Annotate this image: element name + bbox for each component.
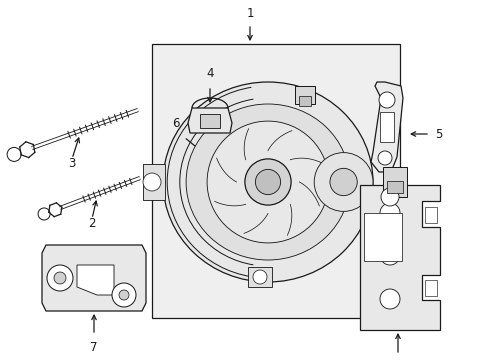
Circle shape <box>47 265 73 291</box>
Circle shape <box>252 270 266 284</box>
Ellipse shape <box>186 104 349 260</box>
Bar <box>424 280 436 296</box>
Text: 2: 2 <box>88 217 96 230</box>
Text: 1: 1 <box>246 7 253 20</box>
Bar <box>386 181 402 193</box>
Circle shape <box>112 283 136 307</box>
Circle shape <box>142 173 161 191</box>
Circle shape <box>380 188 398 206</box>
Bar <box>142 164 164 200</box>
Circle shape <box>255 170 280 195</box>
Text: 6: 6 <box>171 117 179 130</box>
Bar <box>382 167 406 197</box>
Circle shape <box>329 168 357 195</box>
Polygon shape <box>359 185 439 330</box>
Bar <box>379 112 393 142</box>
Circle shape <box>244 159 290 205</box>
Text: 5: 5 <box>434 127 442 140</box>
Bar <box>247 267 271 287</box>
Circle shape <box>379 289 399 309</box>
Polygon shape <box>42 245 146 311</box>
Bar <box>298 96 310 106</box>
Polygon shape <box>370 82 402 172</box>
Polygon shape <box>187 108 231 133</box>
Circle shape <box>314 153 372 211</box>
Circle shape <box>379 203 399 223</box>
Bar <box>294 86 314 104</box>
Text: 7: 7 <box>90 341 98 354</box>
Circle shape <box>378 92 394 108</box>
Circle shape <box>379 245 399 265</box>
Bar <box>200 114 220 128</box>
Bar <box>152 44 399 318</box>
Bar <box>424 207 436 223</box>
Polygon shape <box>77 265 114 295</box>
Text: 3: 3 <box>68 157 76 170</box>
Circle shape <box>119 290 129 300</box>
Text: 4: 4 <box>206 67 213 80</box>
Circle shape <box>54 272 66 284</box>
Bar <box>363 213 401 261</box>
Circle shape <box>207 121 328 243</box>
Ellipse shape <box>163 82 372 282</box>
Circle shape <box>377 151 391 165</box>
